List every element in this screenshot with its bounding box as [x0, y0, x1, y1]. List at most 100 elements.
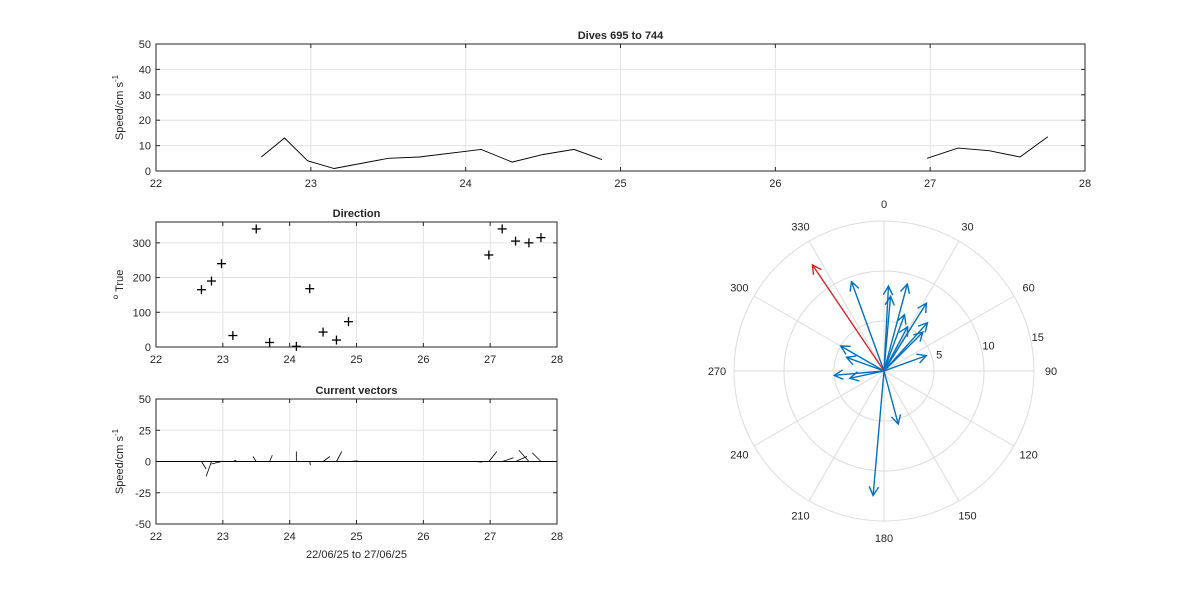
direction-point [305, 284, 315, 294]
polar-vector-shaft [872, 370, 885, 496]
polar-vector-shaft [811, 264, 885, 372]
current-vector [252, 456, 257, 462]
y-tick-label: 40 [139, 64, 151, 76]
x-tick-label: 26 [417, 531, 429, 543]
polar-angle-label: 30 [961, 221, 973, 233]
chart-title: Dives 695 to 744 [578, 30, 664, 42]
speed-series-line [926, 136, 1049, 159]
polar-vector [883, 353, 928, 372]
y-axis-label-superscript: o [111, 294, 120, 299]
polar-vector [868, 370, 885, 497]
polar-spoke [883, 370, 960, 502]
x-tick-label: 28 [551, 354, 563, 366]
polar-spoke [883, 295, 1015, 372]
polar-angle-label: 150 [958, 511, 976, 523]
polar-vector [849, 280, 885, 372]
polar-vector [832, 369, 885, 380]
polar-vector [845, 355, 885, 372]
y-axis-label: o True [111, 270, 126, 300]
polar-radius-label: 5 [936, 349, 942, 361]
x-tick-label: 24 [284, 354, 296, 366]
direction-point [536, 233, 546, 243]
current-vector [309, 461, 311, 466]
polar-vector-shaft [883, 314, 906, 372]
axes-frame [155, 221, 558, 348]
y-axis-label-text: Speed/cm s [114, 82, 126, 141]
polar-spoke [808, 240, 885, 372]
polar-radius-label: 15 [1032, 332, 1044, 344]
x-tick-label: 25 [614, 178, 626, 190]
polar-vector-head [913, 331, 924, 342]
polar-angle-label: 120 [1019, 450, 1037, 462]
y-tick-label: 0 [145, 342, 151, 354]
x-tick-label: 23 [217, 354, 229, 366]
y-tick-label: 50 [139, 394, 151, 406]
polar-angle-label: 210 [791, 511, 809, 523]
x-tick-label: 25 [350, 354, 362, 366]
current-vector [518, 449, 530, 462]
x-tick-label: 22 [150, 531, 162, 543]
direction-point [484, 250, 494, 260]
polar-vector-head [896, 313, 907, 325]
polar-vector-head [839, 345, 851, 355]
polar-vector-head [849, 280, 860, 292]
polar-vector [883, 301, 928, 372]
polar-vector-shaft [840, 345, 885, 372]
polar-vector-head [882, 284, 894, 296]
y-tick-label: -25 [135, 488, 151, 500]
polar-vector-head [811, 263, 822, 275]
polar-spoke [808, 370, 885, 502]
current-vector [232, 459, 237, 462]
y-tick-label: 30 [139, 90, 151, 102]
axes-frame [155, 398, 558, 525]
current-vector [531, 452, 542, 462]
polar-vector-shaft [883, 286, 890, 372]
polar-vector-shaft [850, 281, 885, 372]
direction-point [216, 259, 226, 269]
polar-angle-label: 0 [881, 199, 887, 211]
y-tick-label: 0 [145, 457, 151, 469]
x-tick-label: 27 [484, 354, 496, 366]
polar-angle-label: 300 [730, 283, 748, 295]
y-tick-label: -50 [135, 519, 151, 531]
polar-vector-head [868, 486, 880, 497]
polar-angle-label: 90 [1045, 366, 1057, 378]
x-tick-label: 23 [217, 531, 229, 543]
y-tick-label: 300 [133, 238, 151, 250]
direction-point [206, 276, 216, 286]
direction-point [497, 224, 507, 234]
polar-vector-shaft [846, 356, 885, 372]
y-axis-label: Speed/cm s-1 [111, 428, 126, 494]
y-axis-label-superscript: -1 [111, 428, 120, 436]
polar-vector [883, 370, 902, 426]
current-vectors-chart: 22 23 24 25 26 27 28 -50 -25 0 25 50 Current vectors… [111, 385, 563, 561]
direction-point [331, 335, 341, 345]
x-tick-label: 26 [769, 178, 781, 190]
chart-title: Current vectors [316, 385, 398, 397]
y-tick-label: 10 [139, 141, 151, 153]
current-vector [205, 461, 212, 477]
polar-angle-label: 270 [708, 366, 726, 378]
polar-vector-head [848, 371, 860, 382]
polar-vector [883, 313, 907, 372]
polar-vector [882, 284, 894, 372]
y-axis-label-text: Speed/cm s [114, 436, 126, 495]
y-axis-label-superscript: -1 [111, 74, 120, 82]
polar-vector-shaft [883, 331, 924, 372]
polar-vector-head [916, 353, 928, 364]
direction-chart: 22 23 24 25 26 27 28 0 100 200 300 Direction o True [111, 208, 563, 366]
x-tick-label: 28 [551, 531, 563, 543]
current-vector [348, 460, 358, 462]
y-tick-label: 50 [139, 39, 151, 51]
polar-vector-shaft [834, 370, 885, 377]
speed-chart: 22 23 24 25 26 27 28 0 10 20 30 40 50 Dives 695 to 74… [111, 30, 1091, 190]
polar-vector-head [899, 282, 911, 294]
y-axis-label-text: True [114, 270, 126, 292]
direction-point [228, 331, 238, 341]
x-tick-label: 26 [417, 354, 429, 366]
polar-vector [848, 370, 885, 382]
x-tick-label: 27 [484, 531, 496, 543]
polar-radius-label: 10 [982, 341, 994, 353]
current-vector [336, 451, 343, 462]
